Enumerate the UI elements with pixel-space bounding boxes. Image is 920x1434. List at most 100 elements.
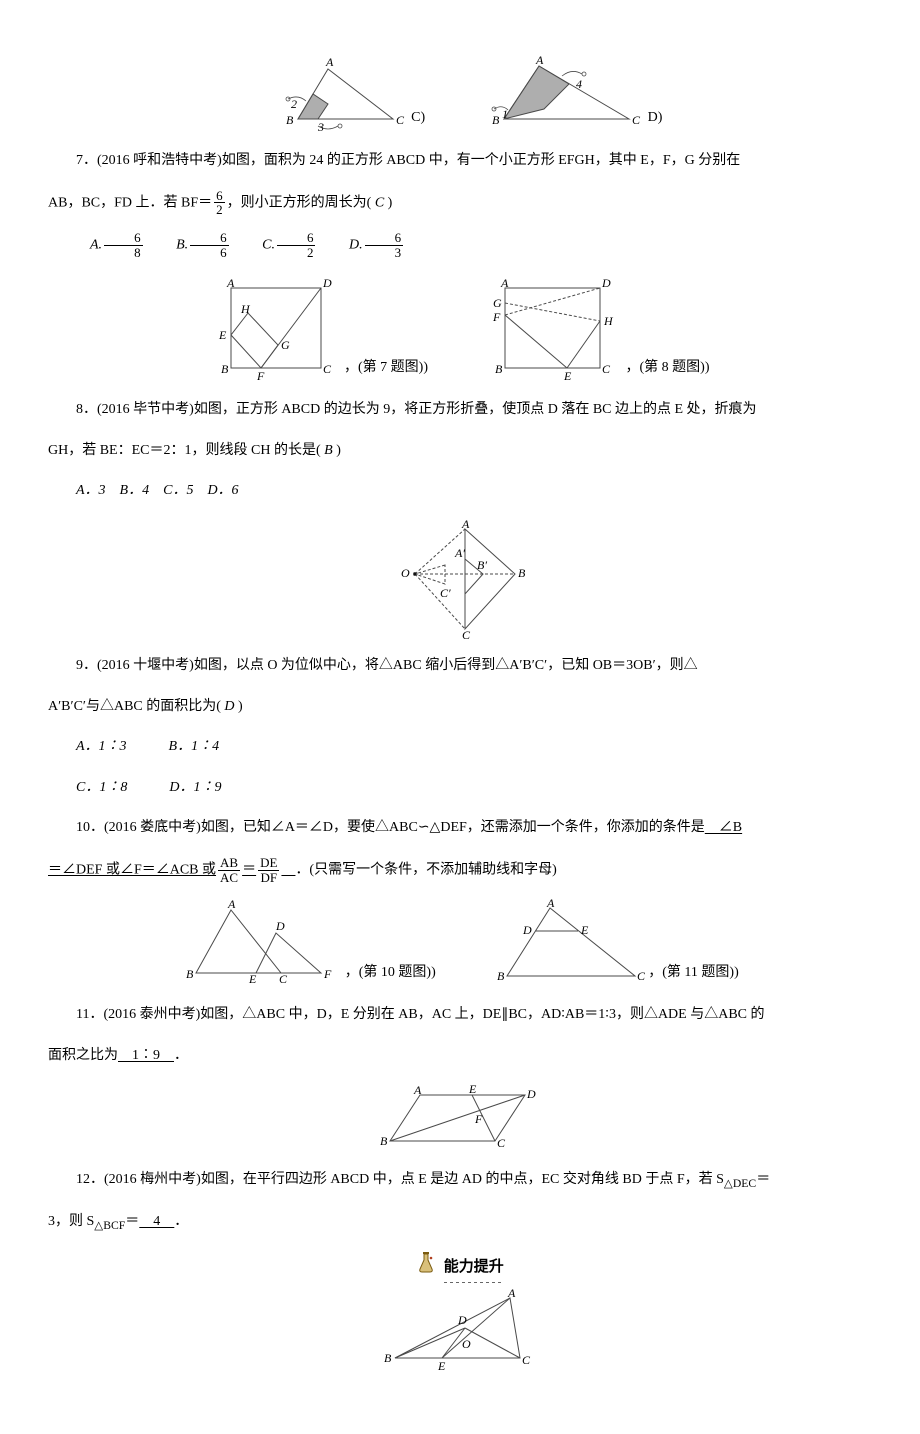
fig-q7: A D B C E F G H [211,273,341,383]
q7-bf-frac: 62 [212,189,227,217]
q11-answer: 1∶9 [118,1048,174,1063]
figure-last: A B C D E O [48,1288,872,1378]
svg-text:C: C [632,113,641,127]
svg-text:A: A [325,55,334,69]
svg-text:B: B [518,566,526,580]
q11-line1: 11．(2016 泰州中考)如图，△ABC 中，D，E 分别在 AB，AC 上，… [48,1002,872,1029]
fig-q11: A B C D E [495,898,645,988]
q9-answer: D [224,699,234,714]
svg-text:2: 2 [291,97,297,111]
svg-text:B′: B′ [477,558,487,572]
svg-text:3: 3 [317,120,324,134]
q12-num: 12． [76,1172,104,1187]
figure-12: A D B C E F [48,1083,872,1153]
svg-text:G: G [493,296,502,310]
q8-answer: B [324,443,333,458]
q9-line1: 9．(2016 十堰中考)如图，以点 O 为位似中心，将△ABC 缩小后得到△A… [48,653,872,680]
svg-text:A: A [227,898,236,911]
fig-q10-cap: ，(第 10 题图)) [345,960,436,987]
fig-q9: A B C A′ B′ C′ O [385,519,535,639]
svg-text:E: E [437,1359,446,1373]
svg-text:B: B [495,362,503,376]
svg-text:B: B [286,113,294,127]
svg-text:D: D [522,923,532,937]
fig-q12: A D B C E F [380,1083,540,1153]
svg-text:E: E [580,923,589,937]
svg-text:E: E [468,1083,477,1096]
q7-line2: AB，BC，FD 上．若 BF＝62，则小正方形的周长为( C ) [48,189,872,217]
q11-line2: 面积之比为 1∶9 ． [48,1043,872,1070]
svg-text:O: O [401,566,410,580]
svg-text:D: D [322,276,332,290]
fig-q7-cap: ，(第 7 题图)) [344,355,428,382]
banner-text: 能力提升 [444,1253,504,1284]
svg-text:C: C [396,113,405,127]
q9-line2: A′B′C′与△ABC 的面积比为( D ) [48,694,872,721]
fig-q10: A B C D E F [181,898,341,988]
fig-q11-cap: ，(第 11 题图)) [648,960,738,987]
svg-text:B: B [384,1351,392,1365]
fig-d-label: D) [648,105,663,132]
svg-text:E: E [563,369,572,383]
svg-text:C: C [497,1136,506,1150]
svg-text:B: B [221,362,229,376]
svg-text:F: F [323,967,332,981]
svg-text:H: H [240,302,251,316]
figure-9: A B C A′ B′ C′ O [48,519,872,639]
fig-last: A B C D E O [380,1288,540,1378]
svg-text:A: A [500,276,509,290]
fig-c-label: C) [411,105,425,132]
q10-num: 10． [76,820,104,835]
q10-line2: ＝∠DEF 或∠F＝∠ACB 或ABAC＝DEDF ．(只需写一个条件，不添加辅… [48,856,872,884]
q10-line1: 10．(2016 娄底中考)如图，已知∠A＝∠D，要使△ABC∽△DEF，还需添… [48,815,872,842]
svg-text:A: A [461,519,470,531]
svg-text:D: D [601,276,611,290]
svg-text:F: F [492,310,501,324]
svg-text:D: D [526,1087,536,1101]
figures-10-11: A B C D E F ，(第 10 题图)) A B C D E ，(第 11… [48,898,872,988]
svg-text:C: C [602,362,611,376]
svg-text:C: C [279,972,288,986]
svg-text:G: G [281,338,290,352]
q9-optl2: C．1∶8 D．1∶9 [48,775,872,802]
fig-q8: A D B C G F H E [487,273,622,383]
q7-line1: 7．(2016 呼和浩特中考)如图，面积为 24 的正方形 ABCD 中，有一个… [48,148,872,175]
q12-answer: 4 [139,1214,174,1229]
svg-text:H: H [603,314,614,328]
fig-q8-cap: ，(第 8 题图)) [626,355,710,382]
q7-options: A.68 B.66 C.62 D.63 [62,231,872,259]
svg-text:1: 1 [502,107,508,121]
q8-line2: GH，若 BE：EC＝2：1，则线段 CH 的长是( B ) [48,438,872,465]
fig-triangle-c: A B C 2 3 [258,54,408,134]
svg-text:A: A [535,54,544,67]
svg-text:E: E [218,328,227,342]
svg-text:D: D [457,1313,467,1327]
svg-text:B: B [492,113,500,127]
svg-text:F: F [256,369,265,383]
q8-line1: 8．(2016 毕节中考)如图，正方形 ABCD 的边长为 9，将正方形折叠，使… [48,397,872,424]
svg-text:B: B [497,969,505,983]
q12-line2: 3，则 S△BCF＝ 4 ． [48,1209,872,1237]
fig-triangle-d: A B C 1 4 [484,54,644,134]
q7-answer: C [375,195,384,210]
svg-text:A: A [546,898,555,910]
svg-text:D: D [275,919,285,933]
svg-text:B: B [186,967,194,981]
q7-num: 7． [76,153,97,168]
svg-text:C: C [522,1353,531,1367]
svg-text:C: C [323,362,332,376]
svg-text:C: C [637,969,645,983]
svg-text:O: O [462,1337,471,1351]
svg-text:F: F [474,1112,483,1126]
svg-text:C: C [462,628,471,639]
figures-7-8: A D B C E F G H ，(第 7 题图)) A D B C G F H… [48,273,872,383]
svg-text:A: A [413,1083,422,1097]
figures-c-d: A B C 2 3 C) A B C 1 4 D) [48,54,872,134]
q7-src: (2016 呼和浩特中考)如图，面积为 24 的正方形 ABCD 中，有一个小正… [97,153,740,168]
svg-text:B: B [380,1134,388,1148]
q9-num: 9． [76,658,97,673]
svg-text:4: 4 [576,77,582,91]
svg-text:A: A [226,276,235,290]
q8-num: 8． [76,402,97,417]
q8-options: A．3 B．4 C．5 D．6 [48,478,872,505]
